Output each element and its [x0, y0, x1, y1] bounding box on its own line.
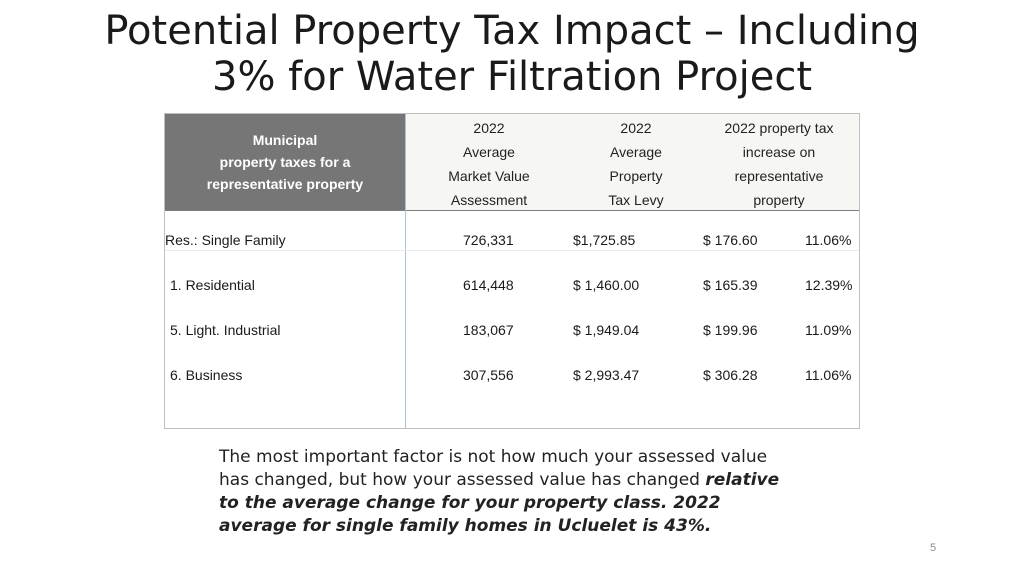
header-line: property [753, 192, 805, 208]
header-municipal-cell: Municipal property taxes for a represent… [165, 114, 405, 210]
header-line: Average [463, 144, 515, 160]
page-number: 5 [930, 542, 937, 554]
header-line: Property [609, 168, 663, 184]
row-label: 6. Business [170, 367, 243, 383]
row-percent: 11.09% [805, 322, 852, 338]
row-percent: 11.06% [805, 232, 852, 248]
header-columns-area [405, 114, 859, 210]
row-increase: $ 306.28 [703, 367, 758, 383]
row-levy: $ 1,949.04 [573, 322, 640, 338]
note-plain-text: The most important factor is not how muc… [219, 447, 768, 490]
header-line: representative [734, 168, 824, 184]
row-percent: 12.39% [805, 277, 853, 293]
header-tax-levy: 2022 Average Property Tax Levy [577, 116, 695, 212]
header-left-line: property taxes for a [219, 154, 351, 170]
row-increase: $ 199.96 [703, 322, 758, 338]
header-tax-increase: 2022 property tax increase on representa… [699, 116, 859, 212]
row-assessment: 307,556 [463, 367, 514, 383]
header-line: Market Value [448, 168, 530, 184]
header-divider [165, 210, 859, 211]
tax-impact-table: Municipal property taxes for a represent… [164, 113, 860, 429]
row-label: 5. Light. Industrial [170, 322, 281, 338]
row-label: Res.: Single Family [165, 232, 286, 248]
row-increase: $ 176.60 [703, 232, 758, 248]
header-left-line: Municipal [252, 132, 318, 148]
header-assessment: 2022 Average Market Value Assessment [427, 116, 551, 212]
column-divider [405, 114, 406, 428]
title-line-2: 3% for Water Filtration Project [212, 54, 812, 100]
header-line: increase on [742, 144, 816, 160]
row-levy: $ 1,460.00 [573, 277, 640, 293]
header-line: Average [610, 144, 662, 160]
row-label: 1. Residential [170, 277, 255, 293]
row-increase: $ 165.39 [703, 277, 758, 293]
header-line: Assessment [450, 192, 528, 208]
header-line: 2022 property tax [724, 120, 834, 136]
row-divider [165, 250, 859, 251]
header-left-line: representative property [206, 176, 364, 192]
row-percent: 11.06% [805, 367, 852, 383]
title-line-1: Potential Property Tax Impact – Includin… [104, 8, 920, 54]
header-line: Tax Levy [608, 192, 664, 208]
row-assessment: 726,331 [463, 232, 514, 248]
row-assessment: 614,448 [463, 277, 514, 293]
header-line: 2022 [620, 120, 652, 136]
row-levy: $1,725.85 [573, 232, 636, 248]
row-levy: $ 2,993.47 [573, 367, 640, 383]
header-line: 2022 [473, 120, 505, 136]
note-emphasis-text: relative to the average change for your … [219, 470, 780, 536]
explanatory-note: The most important factor is not how muc… [219, 446, 799, 538]
slide-title: Potential Property Tax Impact – Includin… [0, 8, 1024, 100]
row-assessment: 183,067 [463, 322, 514, 338]
